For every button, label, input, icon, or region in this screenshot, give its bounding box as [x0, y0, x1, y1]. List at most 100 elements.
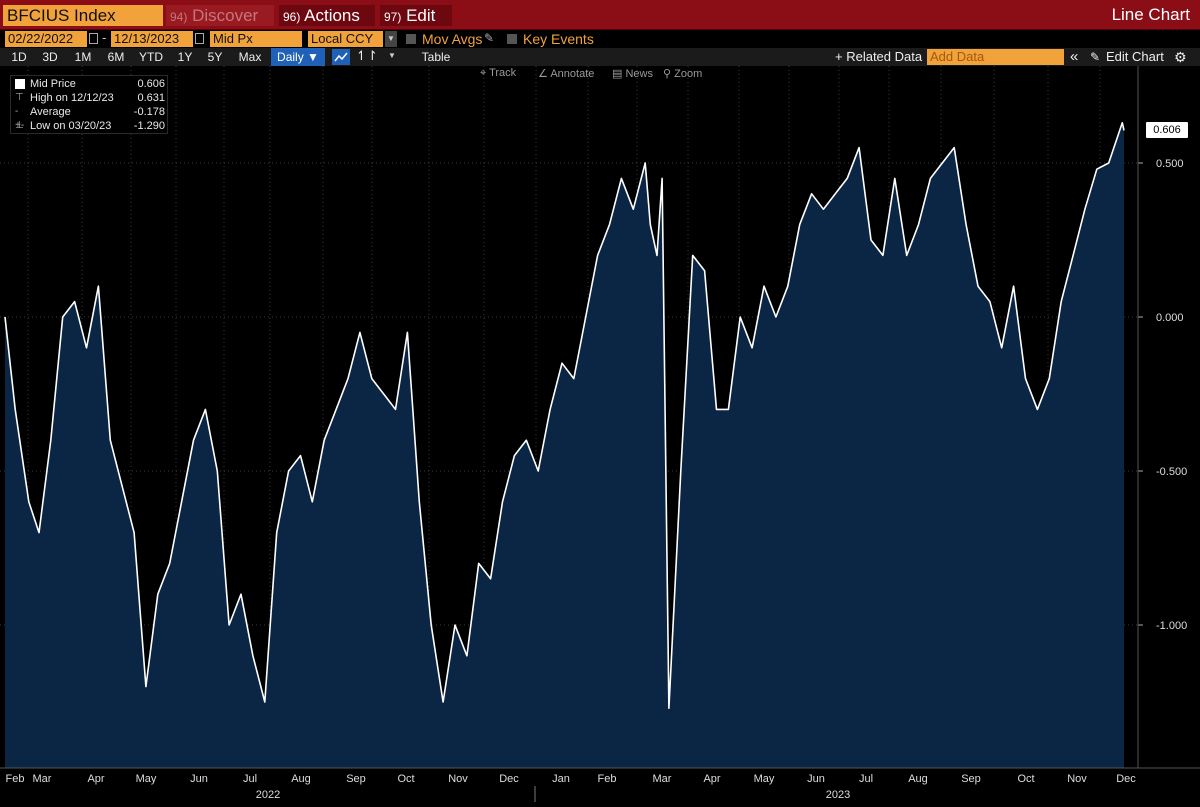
legend-label: Low on 03/20/23 [30, 120, 112, 132]
annotate-icon: ∠ [538, 68, 548, 80]
x-tick-label: Mar [653, 773, 672, 785]
year-label: 2022 [256, 789, 280, 801]
x-tick-label: Nov [1067, 773, 1087, 785]
bar-type-icon[interactable]: ↿↾ [356, 48, 378, 63]
legend-low: ⊥ Low on 03/20/23 -1.290 [15, 119, 167, 133]
x-tick-label: Oct [397, 773, 414, 785]
chart-legend: Mid Price 0.606 ⊤ High on 12/12/23 0.631… [10, 75, 168, 134]
x-tick-label: Aug [291, 773, 311, 785]
series-line [4, 121, 1125, 710]
frequency-select[interactable]: Daily ▼ [271, 48, 325, 66]
calendar-icon[interactable] [195, 33, 204, 44]
gear-icon[interactable]: ⚙ [1174, 49, 1187, 65]
period-6m-button[interactable]: 6M [107, 50, 125, 64]
track-tool[interactable]: ⌖ Track [480, 67, 516, 80]
news-tool[interactable]: ▤ News [612, 67, 653, 80]
top-command-bar: BFCIUS Index 94) Discover ▼ 96) Actions … [0, 0, 1200, 46]
period-1y-button[interactable]: 1Y [177, 50, 193, 64]
discover-menu-number: 94) [170, 10, 188, 24]
zoom-tool[interactable]: ⚲ Zoom [663, 67, 702, 80]
discover-menu[interactable]: 94) Discover ▼ [166, 5, 274, 46]
series-color-swatch [15, 79, 25, 89]
x-tick-label: Aug [908, 773, 928, 785]
x-tick-label: Jul [243, 773, 257, 785]
x-tick-label: Apr [703, 773, 720, 785]
start-date-input[interactable]: 02/22/2022 [5, 31, 87, 47]
key-events-label: Key Events [523, 31, 594, 47]
period-1m-button[interactable]: 1M [74, 50, 92, 64]
x-tick-label: May [754, 773, 775, 785]
line-chart-icon[interactable] [332, 49, 350, 65]
currency-select[interactable]: Local CCY [308, 31, 383, 47]
x-tick-label: Jun [807, 773, 825, 785]
chart-controls-bar: 02/22/2022 - 12/13/2023 Mid Px Local CCY… [0, 30, 1200, 48]
period-3d-button[interactable]: 3D [42, 50, 58, 64]
end-date-input[interactable]: 12/13/2023 [111, 31, 193, 47]
mov-avgs-label: Mov Avgs [422, 31, 483, 47]
x-tick-label: Feb [6, 773, 25, 785]
collapse-icon[interactable]: « [1070, 48, 1079, 65]
annotate-label: Annotate [550, 68, 595, 80]
ticker-input[interactable]: BFCIUS Index [3, 5, 163, 26]
edit-menu-number: 97) [384, 10, 402, 24]
legend-value: -1.290 [133, 120, 165, 132]
x-tick-label: Apr [87, 773, 104, 785]
legend-label: High on 12/12/23 [30, 92, 114, 104]
mov-avgs-checkbox[interactable] [406, 34, 416, 44]
x-tick-label: Jul [859, 773, 873, 785]
magnifier-icon: ⚲ [663, 68, 672, 80]
legend-mid-price[interactable]: Mid Price 0.606 [15, 77, 167, 91]
year-label: 2023 [826, 789, 850, 801]
actions-menu-number: 96) [283, 10, 301, 24]
table-button[interactable]: Table [421, 50, 451, 64]
x-tick-label: Jan [552, 773, 570, 785]
y-tick-label: 0.500 [1156, 158, 1184, 170]
add-data-input[interactable]: Add Data [927, 49, 1064, 65]
key-events-checkbox[interactable] [507, 34, 517, 44]
actions-menu-label: Actions [304, 6, 360, 25]
chevron-down-icon[interactable]: ▼ [385, 31, 397, 47]
x-tick-label: Dec [499, 773, 519, 785]
x-tick-label: Dec [1116, 773, 1136, 785]
window-title: Line Chart [1111, 5, 1190, 24]
calendar-icon[interactable] [89, 33, 98, 44]
average-marker-icon: -+- [15, 106, 25, 131]
edit-menu[interactable]: 97) Edit ▼ [380, 5, 452, 46]
line-chart[interactable]: 0.500 0.000 -0.500 -1.000 Feb Mar Apr May Jun Jul… [0, 66, 1200, 807]
x-tick-label: Jun [190, 773, 208, 785]
date-separator: - [102, 30, 107, 45]
x-tick-label: Nov [448, 773, 468, 785]
legend-value: 0.631 [137, 92, 165, 104]
pencil-icon[interactable]: ✎ [484, 31, 495, 45]
period-5y-button[interactable]: 5Y [207, 50, 223, 64]
x-tick-label: Sep [961, 773, 981, 785]
chevron-down-icon[interactable]: ▼ [388, 51, 396, 60]
pencil-icon[interactable]: ✎ [1090, 50, 1101, 64]
actions-menu[interactable]: 96) Actions ▼ [279, 5, 375, 46]
period-ytd-button[interactable]: YTD [139, 50, 163, 64]
x-tick-label: May [136, 773, 157, 785]
related-data-button[interactable]: + Related Data [835, 49, 923, 64]
period-1d-button[interactable]: 1D [11, 50, 27, 64]
edit-chart-button[interactable]: Edit Chart [1106, 49, 1164, 64]
series-area [5, 122, 1124, 768]
legend-label: Mid Price [30, 78, 76, 90]
track-label: Track [489, 67, 517, 79]
x-tick-label: Mar [33, 773, 52, 785]
news-label: News [625, 68, 653, 80]
crosshair-icon: ⌖ [480, 67, 487, 79]
chart-area: 0.500 0.000 -0.500 -1.000 Feb Mar Apr May Jun Jul… [0, 66, 1200, 807]
x-tick-label: Sep [346, 773, 366, 785]
annotate-tool[interactable]: ∠ Annotate [538, 67, 594, 80]
zoom-label: Zoom [674, 68, 703, 80]
period-max-button[interactable]: Max [238, 50, 262, 64]
legend-average: -+- Average -0.178 [15, 105, 167, 131]
legend-value: 0.606 [137, 78, 165, 90]
discover-menu-label: Discover [192, 6, 259, 25]
current-value-tag: 0.606 [1146, 122, 1188, 138]
legend-label: Average [30, 106, 71, 118]
high-marker-icon: ⊤ [15, 92, 24, 103]
field-input[interactable]: Mid Px [210, 31, 302, 47]
period-toolbar: 1D 3D 1M 6M YTD 1Y 5Y Max Daily ▼ ↿↾ ▼ T… [0, 48, 1200, 66]
edit-menu-label: Edit [406, 6, 436, 25]
